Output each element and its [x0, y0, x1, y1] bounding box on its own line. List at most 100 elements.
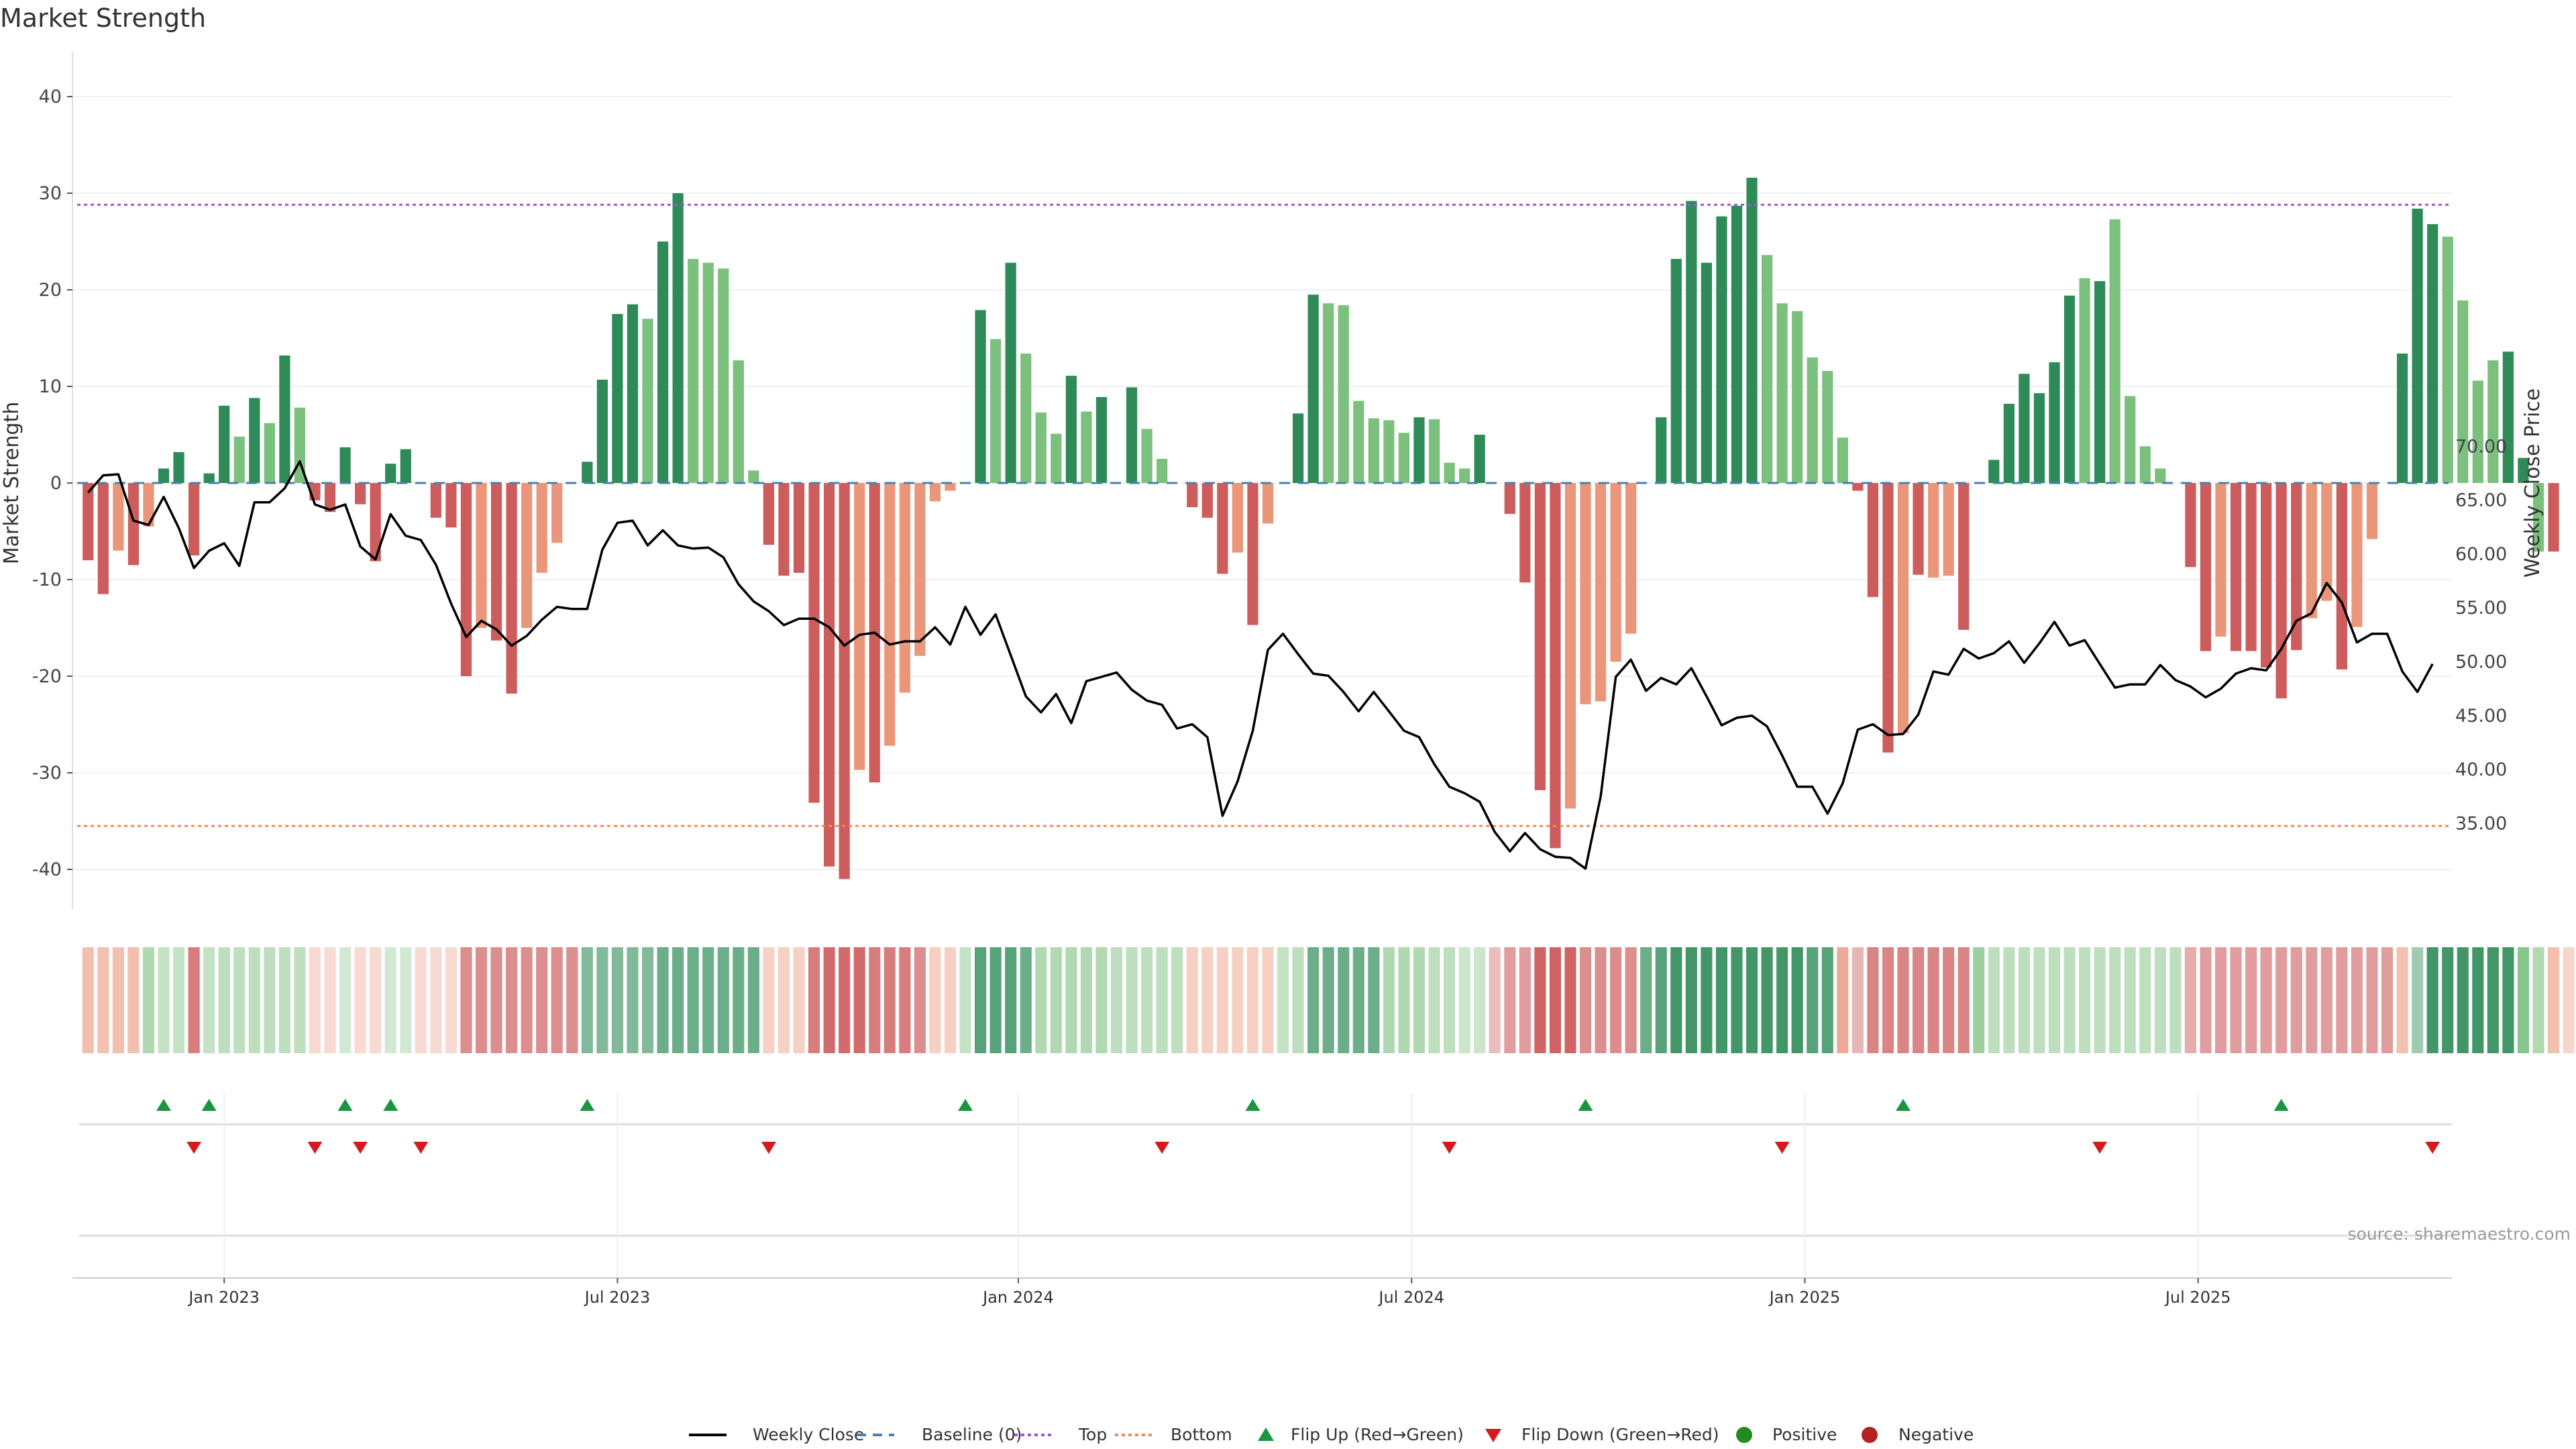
strip-cell [1897, 947, 1909, 1053]
strip-cell [959, 947, 971, 1053]
strip-cell [2563, 947, 2575, 1053]
strength-bar [1353, 400, 1364, 483]
strip-cell [1338, 947, 1350, 1053]
flip-down-marker [353, 1142, 368, 1154]
strip-cell [899, 947, 911, 1053]
right-tick-label: 70.00 [2455, 436, 2507, 457]
strip-cell [127, 947, 140, 1053]
strip-cell [1352, 947, 1364, 1053]
strip-cell [188, 947, 200, 1053]
strip-cell [1988, 947, 2000, 1053]
strength-bar [2215, 483, 2226, 637]
strip-cell [415, 947, 427, 1053]
strip-cell [1368, 947, 1380, 1053]
flip-down-marker [761, 1142, 776, 1154]
strip-cell [97, 947, 109, 1053]
strip-cell [1746, 947, 1758, 1053]
strength-bar [1927, 483, 1939, 578]
strip-cell [747, 947, 759, 1053]
strength-bar [733, 360, 744, 483]
strength-bar [97, 483, 109, 594]
strip-cell [2487, 947, 2499, 1053]
strip-cell [808, 947, 820, 1053]
strength-bar [506, 483, 517, 694]
legend-flip-down-swatch [1485, 1429, 1501, 1442]
strength-bar [1686, 201, 1697, 483]
strip-cell [641, 947, 654, 1053]
strength-bar [1867, 483, 1879, 597]
strip-cell [1701, 947, 1713, 1053]
strip-cell [1640, 947, 1652, 1053]
strength-bar [763, 483, 775, 545]
strip-cell [2230, 947, 2242, 1053]
strength-bar [2094, 281, 2106, 483]
strength-bar [1761, 255, 1773, 483]
strip-cell [551, 947, 563, 1053]
strength-bar [823, 483, 835, 867]
strip-cell [2381, 947, 2394, 1053]
x-tick-label: Jul 2024 [1377, 1288, 1444, 1307]
strength-bar [2502, 352, 2514, 483]
source-credit: source: sharemaestro.com [2348, 1224, 2571, 1244]
strip-cell [2033, 947, 2045, 1053]
strength-bar [1656, 417, 1667, 483]
strength-bar [2063, 295, 2076, 483]
x-tick-label: Jan 2025 [1768, 1288, 1841, 1307]
strength-bar [2019, 374, 2030, 483]
strip-cell [672, 947, 684, 1053]
flip-down-marker [1774, 1142, 1790, 1154]
strip-cell [1489, 947, 1501, 1053]
strength-bar [1338, 305, 1349, 483]
strength-bar [1081, 411, 1092, 483]
strip-cell [2502, 947, 2514, 1053]
strip-cell [2457, 947, 2469, 1053]
flip-down-marker [1442, 1142, 1457, 1154]
strength-bar [233, 436, 245, 483]
strength-bar [1126, 387, 1138, 483]
strip-cell [264, 947, 276, 1053]
strip-cell [627, 947, 639, 1053]
strip-cell [1670, 947, 1682, 1053]
strip-cell [1534, 947, 1546, 1053]
strength-bar [1157, 459, 1168, 483]
strength-bar [854, 483, 865, 770]
right-tick-label: 40.00 [2455, 759, 2507, 780]
strip-cell [1171, 947, 1183, 1053]
strip-cell [1246, 947, 1259, 1053]
left-tick-label: -40 [32, 859, 62, 880]
strength-bar [1217, 483, 1228, 574]
strength-bar [143, 483, 154, 527]
strip-cell [657, 947, 669, 1053]
legend-label: Weekly Close [753, 1425, 864, 1444]
strip-cell [839, 947, 851, 1053]
strip-cell [581, 947, 593, 1053]
strength-bar [884, 483, 896, 746]
strength-bar [778, 483, 790, 576]
strip-cell [1837, 947, 1849, 1053]
strip-cell [2079, 947, 2091, 1053]
strip-cell [2154, 947, 2166, 1053]
strip-cell [2426, 947, 2438, 1053]
strip-cell [2396, 947, 2408, 1053]
strip-cell [1005, 947, 1017, 1053]
flip-up-marker [337, 1099, 353, 1111]
strip-cell [1776, 947, 1788, 1053]
flip-up-marker [1896, 1099, 1911, 1111]
strip-cell [944, 947, 957, 1053]
left-tick-label: 0 [50, 473, 62, 494]
flip-down-marker [413, 1142, 429, 1154]
strip-cell [1262, 947, 1274, 1053]
right-tick-label: 60.00 [2455, 544, 2507, 565]
strength-bar [1307, 294, 1319, 483]
strip-cell [793, 947, 805, 1053]
strip-cell [1383, 947, 1395, 1053]
strength-bar [324, 483, 336, 513]
strength-bar [688, 258, 699, 483]
strip-cell [2109, 947, 2121, 1053]
strength-bar [2457, 300, 2469, 483]
strip-cell [400, 947, 412, 1053]
strength-bar [1413, 417, 1425, 483]
strength-bar [975, 310, 986, 483]
strength-bars [83, 177, 2559, 879]
flip-down-marker [1155, 1142, 1170, 1154]
